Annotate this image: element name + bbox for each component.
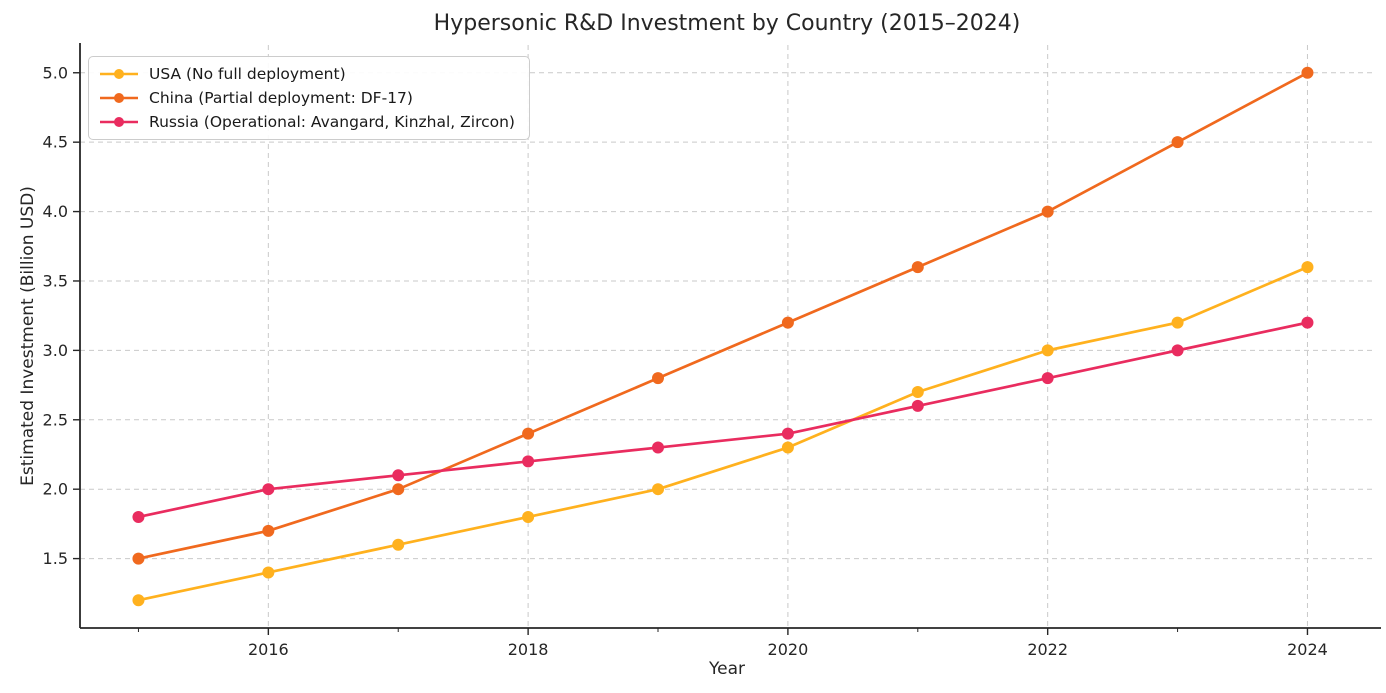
data-point-marker: [1301, 66, 1314, 79]
data-point-marker: [1041, 344, 1054, 357]
legend-label: Russia (Operational: Avangard, Kinzhal, …: [149, 113, 515, 131]
data-point-marker: [781, 427, 794, 440]
data-point-marker: [392, 538, 405, 551]
x-tick-label: 2018: [508, 640, 549, 659]
data-point-marker: [911, 261, 924, 274]
series-line: [137, 265, 1309, 602]
data-point-marker: [132, 594, 145, 607]
data-point-marker: [262, 566, 275, 579]
data-series: [132, 66, 1314, 607]
data-point-marker: [1301, 316, 1314, 329]
y-tick-label: 2.5: [43, 410, 68, 429]
data-point-marker: [1301, 261, 1314, 274]
y-axis-label: Estimated Investment (Billion USD): [18, 186, 38, 486]
data-point-marker: [522, 427, 535, 440]
data-point-marker: [781, 316, 794, 329]
data-point-marker: [1171, 316, 1184, 329]
data-point-marker: [132, 510, 145, 523]
series-line: [137, 321, 1309, 519]
axis-tick-labels: 1.5 2.0 2.5 3.0 3.5 4.0 4.5 5.0 2016 2018 2020 2022…: [43, 63, 1328, 659]
series-0: [132, 261, 1314, 607]
y-tick-label: 4.0: [43, 202, 68, 221]
data-point-marker: [1171, 136, 1184, 149]
data-point-marker: [522, 455, 535, 468]
data-point-marker: [392, 469, 405, 482]
legend-line-marker-icon: [100, 117, 138, 127]
legend-item-usa: USA (No full deployment): [99, 65, 515, 83]
series-2: [132, 316, 1314, 523]
axis-spines: [79, 43, 1381, 629]
legend-item-china: China (Partial deployment: DF-17): [99, 89, 515, 107]
legend-label: USA (No full deployment): [149, 65, 346, 83]
data-point-marker: [1041, 205, 1054, 218]
data-point-marker: [262, 524, 275, 537]
data-point-marker: [392, 483, 405, 496]
data-point-marker: [652, 441, 665, 454]
series-line: [137, 71, 1309, 560]
legend-item-russia: Russia (Operational: Avangard, Kinzhal, …: [99, 113, 515, 131]
chart-title: Hypersonic R&D Investment by Country (20…: [433, 11, 1021, 36]
data-point-marker: [652, 372, 665, 385]
x-tick-label: 2024: [1287, 640, 1328, 659]
data-point-marker: [522, 510, 535, 523]
gridlines: [80, 45, 1375, 628]
y-tick-label: 2.0: [43, 480, 68, 499]
data-point-marker: [262, 483, 275, 496]
legend-line-marker-icon: [100, 69, 138, 79]
legend-label: China (Partial deployment: DF-17): [149, 89, 413, 107]
x-tick-label: 2022: [1027, 640, 1068, 659]
x-axis-label: Year: [709, 659, 745, 679]
x-tick-label: 2016: [248, 640, 289, 659]
series-1: [132, 66, 1314, 565]
data-point-marker: [1171, 344, 1184, 357]
axis-ticks: [73, 72, 1309, 635]
x-tick-label: 2020: [768, 640, 809, 659]
legend-line-marker-icon: [100, 93, 138, 103]
y-tick-label: 3.5: [43, 271, 68, 290]
data-point-marker: [132, 552, 145, 565]
data-point-marker: [911, 386, 924, 399]
data-point-marker: [1041, 372, 1054, 385]
data-point-marker: [781, 441, 794, 454]
y-tick-label: 5.0: [43, 63, 68, 82]
data-point-marker: [652, 483, 665, 496]
legend: USA (No full deployment) China (Partial …: [88, 56, 530, 140]
data-point-marker: [911, 399, 924, 412]
y-tick-label: 1.5: [43, 549, 68, 568]
y-tick-label: 4.5: [43, 133, 68, 152]
y-tick-label: 3.0: [43, 341, 68, 360]
